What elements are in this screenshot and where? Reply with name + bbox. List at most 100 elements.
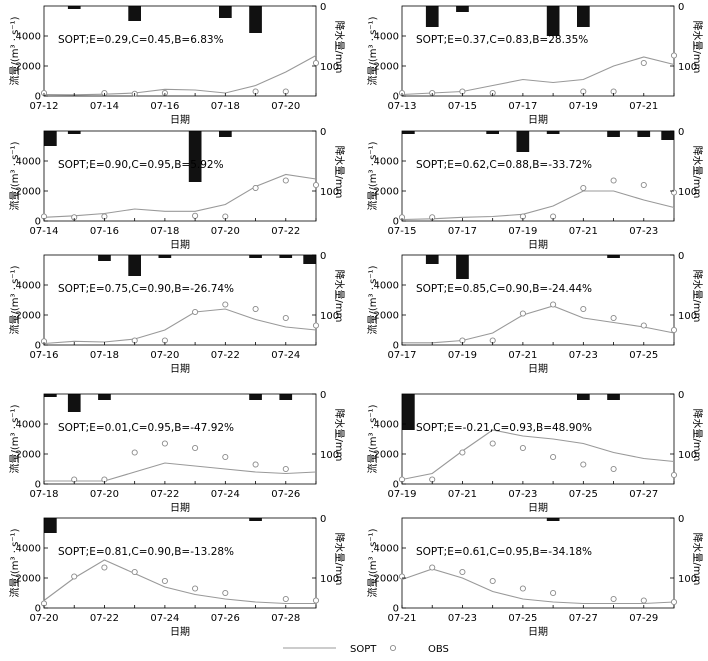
rain-tick-label: 0 — [320, 2, 326, 13]
rain-tick-label: 0 — [320, 514, 326, 525]
x-tick-label: 07-20 — [271, 101, 300, 112]
plot-frame — [401, 130, 675, 222]
plot-frame — [43, 130, 317, 222]
y-tick-label: 4000 — [374, 157, 399, 168]
obs-point — [282, 177, 289, 184]
y-tick-label: 0 — [35, 480, 41, 491]
sim-line — [401, 568, 675, 605]
panel-5: 0 2000 4000 0 100 07-16 07-18 07-20 07-22 07-24 SO… — [8, 251, 346, 375]
obs-point — [161, 440, 168, 447]
sim-line — [44, 462, 317, 482]
y-tick-label: 4000 — [374, 281, 399, 292]
x-tick-label: 07-16 — [150, 101, 179, 112]
y-axis-title-right: 降水量/mm — [333, 146, 346, 199]
obs-point — [282, 595, 289, 603]
x-tick-label: 07-25 — [629, 350, 658, 361]
y-tick-label: 0 — [393, 480, 399, 491]
obs-point — [429, 564, 436, 571]
x-tick-label: 07-23 — [569, 350, 598, 361]
rain-bar — [546, 131, 560, 134]
rain-bar — [661, 131, 674, 140]
metrics-annotation: SOPT;E=0.75,C=0.90,B=-26.74% — [58, 283, 234, 295]
rain-bar — [577, 394, 590, 400]
y-axis-title-left: 流量/(m³ · s⁻¹) — [8, 265, 21, 334]
obs-point — [580, 305, 587, 313]
x-tick-label: 07-22 — [271, 226, 300, 237]
rain-bar — [425, 255, 439, 264]
rain-bar — [44, 394, 57, 397]
y-tick-label: 0 — [393, 92, 399, 103]
obs-point — [550, 453, 557, 461]
y-tick-label: 4000 — [16, 420, 41, 431]
obs-point — [550, 589, 557, 597]
rain-tick-label: 0 — [678, 251, 684, 262]
rain-bar — [425, 6, 439, 27]
obs-point — [222, 301, 229, 308]
obs-point — [550, 301, 557, 308]
obs-point — [489, 440, 496, 447]
rain-tick-label: 0 — [678, 390, 684, 401]
x-tick-label: 07-27 — [569, 613, 598, 624]
sim-line — [402, 305, 675, 344]
y-axis-title-right: 降水量/mm — [691, 409, 704, 462]
plot-frame — [401, 254, 675, 346]
x-tick-label: 07-14 — [29, 226, 58, 237]
rain-tick-label: 0 — [320, 390, 326, 401]
obs-point — [640, 597, 647, 604]
y-axis-title-left: 流量/(m³ · s⁻¹) — [366, 265, 379, 334]
y-axis-title-left: 流量/(m³ · s⁻¹) — [8, 16, 21, 85]
obs-point — [610, 465, 617, 473]
panel-6: 0 2000 4000 0 100 07-17 07-19 07-21 07-23 07-25 SO… — [366, 251, 704, 375]
metrics-annotation: SOPT;E=-0.21,C=0.93,B=48.90% — [416, 422, 592, 434]
rain-tick-label: 100 — [678, 311, 697, 322]
metrics-annotation: SOPT;E=0.29,C=0.45,B=6.83% — [58, 34, 224, 46]
x-tick-label: 07-12 — [29, 101, 58, 112]
plot-frame — [43, 254, 317, 346]
panel-10: 0 2000 4000 0 100 07-21 07-23 07-25 07-27 07-29 SO… — [366, 514, 704, 638]
rain-tick-label: 0 — [678, 514, 684, 525]
panel-9: 0 2000 4000 0 100 07-20 07-22 07-24 07-26 07-28 SO… — [8, 514, 346, 638]
panel-2: 0 2000 4000 0 100 07-13 07-15 07-17 07-19 07-21 SO… — [366, 2, 704, 126]
metrics-annotation: SOPT;E=0.85,C=0.90,B=-24.44% — [416, 283, 592, 295]
x-tick-label: 07-25 — [569, 489, 598, 500]
y-tick-label: 0 — [393, 341, 399, 352]
sim-line — [401, 56, 675, 96]
x-tick-label: 07-17 — [508, 101, 537, 112]
sim-line — [43, 173, 317, 218]
x-tick-label: 07-21 — [387, 613, 416, 624]
obs-point — [670, 52, 678, 59]
legend: SOPT OBS — [283, 644, 449, 655]
plot-frame — [43, 517, 317, 609]
rain-bar — [607, 394, 620, 400]
x-tick-label: 07-21 — [629, 101, 658, 112]
x-tick-label: 07-17 — [387, 350, 416, 361]
obs-point — [670, 326, 678, 334]
obs-point — [282, 314, 289, 322]
x-tick-label: 07-15 — [387, 226, 416, 237]
obs-point — [131, 449, 138, 456]
y-tick-label: 4000 — [374, 420, 399, 431]
obs-point — [282, 465, 289, 473]
rain-bar — [516, 131, 530, 152]
y-tick-label: 4000 — [374, 544, 399, 555]
rain-bar — [607, 255, 620, 258]
rain-bar — [249, 394, 262, 400]
obs-point — [252, 461, 259, 468]
x-tick-label: 07-24 — [211, 489, 240, 500]
rain-bar — [546, 6, 560, 36]
rain-bar — [67, 131, 81, 134]
x-tick-label: 07-20 — [211, 226, 240, 237]
y-axis-title-left: 流量/(m³ · s⁻¹) — [366, 141, 379, 210]
rain-bar — [128, 255, 141, 276]
x-tick-label: 07-18 — [90, 350, 119, 361]
rain-bar — [486, 131, 499, 134]
y-tick-label: 2000 — [16, 574, 41, 585]
legend-obs-swatch — [389, 644, 397, 652]
x-axis-title: 日期 — [170, 239, 190, 251]
rain-tick-label: 100 — [678, 62, 697, 73]
obs-point — [101, 564, 108, 571]
y-tick-label: 2000 — [374, 187, 399, 198]
sim-line — [43, 55, 317, 96]
sim-line — [43, 559, 316, 605]
